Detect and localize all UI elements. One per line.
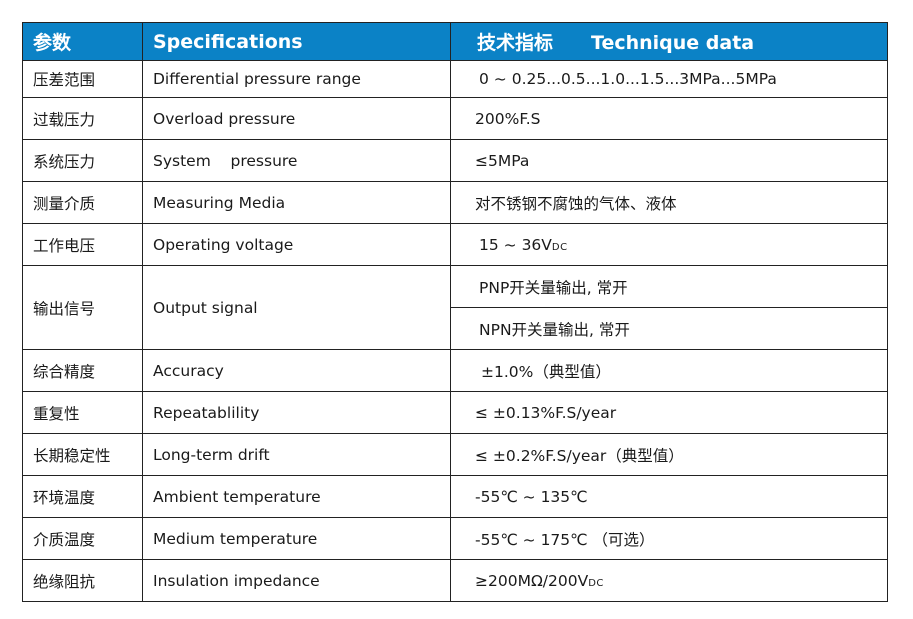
table-row: 压差范围 Differential pressure range 0 ~ 0.2… xyxy=(22,60,888,98)
header-specifications: Specifications xyxy=(142,22,451,61)
param-en: Operating voltage xyxy=(142,223,451,266)
param-value: ±1.0%（典型值） xyxy=(450,349,888,392)
param-value: 0 ~ 0.25...0.5...1.0...1.5...3MPa...5MPa xyxy=(450,60,888,98)
param-value: 对不锈钢不腐蚀的气体、液体 xyxy=(450,181,888,224)
param-cn: 介质温度 xyxy=(22,517,143,560)
table-row: 长期稳定性 Long-term drift ≤ ±0.2%F.S/year（典型… xyxy=(22,433,888,476)
header-technique-data: 技术指标 Technique data xyxy=(450,22,888,61)
table-row: 重复性 Repeatablility ≤ ±0.13%F.S/year xyxy=(22,391,888,434)
table-row: 测量介质 Measuring Media 对不锈钢不腐蚀的气体、液体 xyxy=(22,181,888,224)
value-main: ≥200MΩ/200V xyxy=(475,571,589,590)
table-row: 系统压力 System pressure ≤5MPa xyxy=(22,139,888,182)
param-cn: 综合精度 xyxy=(22,349,143,392)
param-cn: 环境温度 xyxy=(22,475,143,518)
param-value: ≤ ±0.2%F.S/year（典型值） xyxy=(450,433,888,476)
header-data-cn: 技术指标 xyxy=(477,32,554,54)
spec-table: 参数 Specifications 技术指标 Technique data 压差范… xyxy=(22,22,888,602)
param-value: -55℃ ~ 135℃ xyxy=(450,475,888,518)
param-value: ≤ ±0.13%F.S/year xyxy=(450,391,888,434)
param-en: Accuracy xyxy=(142,349,451,392)
param-value: 15 ~ 36VDC xyxy=(450,223,888,266)
param-en: Long-term drift xyxy=(142,433,451,476)
table-row: NPN开关量输出, 常开 xyxy=(23,307,888,350)
param-en: Differential pressure range xyxy=(142,60,451,98)
param-en: Repeatablility xyxy=(142,391,451,434)
param-en: Output signal xyxy=(142,265,451,350)
param-cn: 测量介质 xyxy=(22,181,143,224)
param-cn: 长期稳定性 xyxy=(22,433,143,476)
table-row: 环境温度 Ambient temperature -55℃ ~ 135℃ xyxy=(22,475,888,518)
param-en: System pressure xyxy=(142,139,451,182)
value-main: 15 ~ 36V xyxy=(479,235,552,254)
param-cn: 工作电压 xyxy=(22,223,143,266)
param-cn: 重复性 xyxy=(22,391,143,434)
param-cn: 系统压力 xyxy=(22,139,143,182)
value-sub: DC xyxy=(588,577,604,589)
header-row: 参数 Specifications 技术指标 Technique data xyxy=(22,22,888,61)
param-en: Overload pressure xyxy=(142,97,451,140)
param-en: Measuring Media xyxy=(142,181,451,224)
table-row: 介质温度 Medium temperature -55℃ ~ 175℃ （可选） xyxy=(22,517,888,560)
param-value: ≥200MΩ/200VDC xyxy=(450,559,888,602)
param-value: -55℃ ~ 175℃ （可选） xyxy=(450,517,888,560)
table-row: 过载压力 Overload pressure 200%F.S xyxy=(22,97,888,140)
header-data-en: Technique data xyxy=(591,32,755,54)
param-value: ≤5MPa xyxy=(450,139,888,182)
table-row: 输出信号 Output signal PNP开关量输出, 常开 xyxy=(22,265,888,350)
param-value: 200%F.S xyxy=(450,97,888,140)
param-cn: 过载压力 xyxy=(22,97,143,140)
param-en: Medium temperature xyxy=(142,517,451,560)
param-value-2: NPN开关量输出, 常开 xyxy=(450,307,888,350)
param-cn: 输出信号 xyxy=(22,265,143,350)
table-row: 绝缘阻抗 Insulation impedance ≥200MΩ/200VDC xyxy=(22,559,888,602)
param-en: Insulation impedance xyxy=(142,559,451,602)
header-param: 参数 xyxy=(22,22,143,61)
param-cn: 压差范围 xyxy=(22,60,143,98)
table-row: 工作电压 Operating voltage 15 ~ 36VDC xyxy=(22,223,888,266)
param-value: PNP开关量输出, 常开 xyxy=(450,265,888,308)
param-cn: 绝缘阻抗 xyxy=(22,559,143,602)
param-en: Ambient temperature xyxy=(142,475,451,518)
value-sub: DC xyxy=(551,241,568,253)
table-row: 综合精度 Accuracy ±1.0%（典型值） xyxy=(22,349,888,392)
